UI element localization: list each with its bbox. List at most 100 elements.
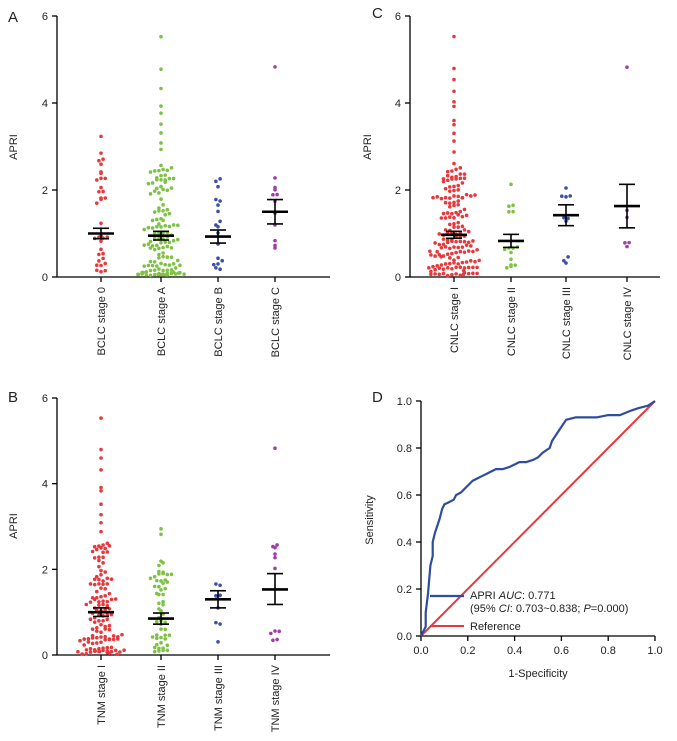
- data-point: [509, 257, 513, 262]
- data-point: [146, 263, 151, 268]
- data-point: [95, 263, 99, 268]
- data-point: [448, 246, 452, 251]
- data-point: [623, 241, 627, 245]
- data-point: [271, 638, 275, 643]
- y-tick-label: 2: [42, 185, 48, 197]
- data-point: [159, 177, 163, 182]
- data-point: [103, 586, 107, 591]
- data-point: [152, 247, 157, 252]
- data-point: [97, 555, 101, 559]
- data-point: [456, 245, 461, 250]
- data-point: [161, 581, 165, 586]
- data-point: [97, 603, 101, 607]
- data-point: [95, 268, 99, 273]
- data-point: [157, 607, 161, 611]
- data-point: [460, 214, 465, 219]
- legend-p-label: P: [583, 603, 591, 615]
- data-point: [148, 268, 153, 273]
- data-point: [99, 185, 103, 190]
- data-point: [454, 210, 458, 215]
- data-point: [445, 265, 450, 270]
- data-point: [88, 617, 93, 622]
- data-point: [159, 559, 163, 563]
- data-point: [101, 189, 105, 194]
- data-point: [82, 637, 86, 641]
- data-point: [454, 265, 458, 270]
- data-point: [159, 635, 163, 640]
- data-point: [165, 255, 170, 259]
- data-point: [169, 186, 174, 190]
- data-point: [116, 634, 120, 639]
- data-point: [99, 468, 103, 472]
- data-point: [461, 269, 466, 273]
- data-point: [103, 546, 107, 551]
- y-tick-label: 0.8: [397, 443, 412, 455]
- data-point: [214, 594, 218, 598]
- data-point: [509, 250, 513, 255]
- data-point: [148, 273, 153, 278]
- data-point: [464, 213, 469, 218]
- series-3: [614, 65, 640, 249]
- data-point: [152, 574, 157, 579]
- data-point: [454, 272, 458, 276]
- data-point: [99, 572, 103, 577]
- data-point: [456, 194, 461, 199]
- x-tick-label: 0.8: [601, 645, 616, 657]
- data-point: [625, 65, 629, 70]
- data-point: [169, 572, 174, 577]
- data-point: [99, 640, 103, 645]
- data-point: [165, 271, 170, 276]
- data-point: [471, 239, 475, 243]
- data-point: [161, 599, 165, 604]
- data-point: [471, 265, 475, 270]
- data-point: [452, 216, 456, 220]
- data-point: [148, 192, 153, 196]
- data-point: [159, 173, 163, 178]
- data-point: [454, 239, 458, 244]
- data-point: [445, 211, 450, 215]
- series-1: [148, 527, 174, 654]
- data-point: [161, 209, 165, 213]
- data-point: [155, 591, 159, 596]
- data-point: [103, 268, 107, 273]
- data-point: [97, 158, 101, 163]
- data-point: [150, 226, 155, 230]
- data-point: [86, 640, 91, 644]
- data-point: [452, 66, 456, 71]
- data-point: [99, 456, 103, 460]
- data-point: [97, 646, 101, 651]
- data-point: [82, 643, 86, 647]
- data-point: [157, 646, 161, 651]
- data-point: [507, 209, 511, 214]
- data-point: [445, 238, 450, 242]
- data-point: [509, 263, 513, 267]
- data-point: [99, 512, 103, 517]
- data-point: [462, 266, 467, 270]
- y-tick-label: 0.6: [397, 490, 412, 502]
- data-point: [441, 237, 446, 241]
- data-point: [99, 151, 103, 155]
- data-point: [431, 195, 435, 200]
- data-point: [445, 273, 450, 278]
- data-point: [269, 631, 273, 636]
- data-point: [216, 184, 220, 189]
- data-point: [159, 225, 163, 229]
- data-point: [450, 251, 454, 256]
- data-point: [150, 635, 155, 639]
- data-point: [473, 259, 477, 264]
- data-point: [159, 197, 163, 201]
- data-point: [452, 188, 456, 193]
- data-point: [101, 550, 105, 555]
- data-point: [560, 194, 564, 198]
- data-point: [95, 625, 99, 630]
- data-point: [99, 247, 103, 252]
- legend-p-value: =0.000): [591, 603, 629, 615]
- data-point: [142, 227, 146, 232]
- data-point: [76, 649, 80, 654]
- data-point: [155, 224, 159, 229]
- data-point: [103, 624, 107, 629]
- data-point: [95, 574, 99, 579]
- series-0: [427, 34, 482, 278]
- data-point: [95, 635, 99, 640]
